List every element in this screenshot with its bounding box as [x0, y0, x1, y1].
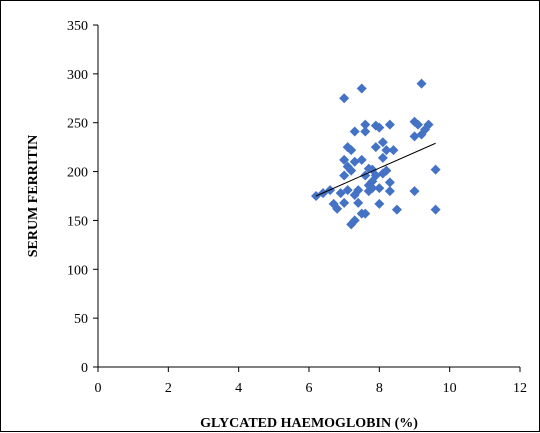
data-point [356, 83, 367, 94]
data-point [423, 119, 434, 130]
data-point [367, 183, 378, 194]
data-point [346, 165, 357, 176]
y-tick-label: 100 [67, 263, 88, 278]
data-point [349, 215, 360, 226]
y-axis-ticks: 0 50 100 150 200 250 300 350 [67, 19, 98, 376]
data-point [370, 170, 381, 181]
data-point [377, 152, 388, 163]
data-point [370, 142, 381, 153]
data-point [381, 165, 392, 176]
data-point [360, 208, 371, 219]
data-point [384, 186, 395, 197]
data-point [391, 204, 402, 215]
y-tick-label: 0 [81, 361, 88, 376]
y-tick-label: 250 [67, 117, 88, 132]
data-point [342, 185, 353, 196]
x-axis-ticks: 0 2 4 6 8 10 12 [95, 367, 527, 396]
x-tick-label: 10 [443, 381, 457, 396]
data-point [409, 186, 420, 197]
y-tick-label: 200 [67, 166, 88, 181]
x-axis-title: GLYCATED HAEMOGLOBIN (%) [200, 416, 418, 431]
data-point [349, 126, 360, 137]
x-tick-label: 0 [95, 381, 102, 396]
data-point [374, 183, 385, 194]
data-point [346, 145, 357, 156]
data-point [430, 164, 441, 175]
data-point [374, 122, 385, 133]
x-tick-label: 12 [513, 381, 527, 396]
data-point [339, 197, 350, 208]
data-point [339, 154, 350, 165]
data-point [377, 137, 388, 148]
data-point [349, 156, 360, 167]
data-point [381, 145, 392, 156]
data-point [409, 131, 420, 142]
data-points [311, 78, 441, 230]
data-point [353, 197, 364, 208]
y-tick-label: 300 [67, 68, 88, 83]
data-point [360, 126, 371, 137]
data-point [370, 120, 381, 131]
y-axis-title: SERUM FERRITIN [26, 135, 41, 258]
data-point [384, 119, 395, 130]
data-point [332, 203, 343, 214]
data-point [416, 78, 427, 89]
data-point [413, 119, 424, 130]
data-point [339, 170, 350, 181]
data-point [430, 204, 441, 215]
x-tick-label: 6 [306, 381, 313, 396]
data-point [356, 154, 367, 165]
data-point [384, 177, 395, 188]
x-tick-label: 4 [235, 381, 242, 396]
data-point [360, 119, 371, 130]
data-point [353, 185, 364, 196]
y-tick-label: 150 [67, 214, 88, 229]
data-point [420, 124, 431, 135]
data-point [374, 198, 385, 209]
data-point [388, 145, 399, 156]
y-tick-label: 350 [67, 19, 88, 34]
trend-line [315, 142, 436, 197]
x-tick-label: 8 [376, 381, 383, 396]
y-tick-label: 50 [74, 312, 88, 327]
data-point [339, 93, 350, 104]
x-tick-label: 2 [165, 381, 172, 396]
